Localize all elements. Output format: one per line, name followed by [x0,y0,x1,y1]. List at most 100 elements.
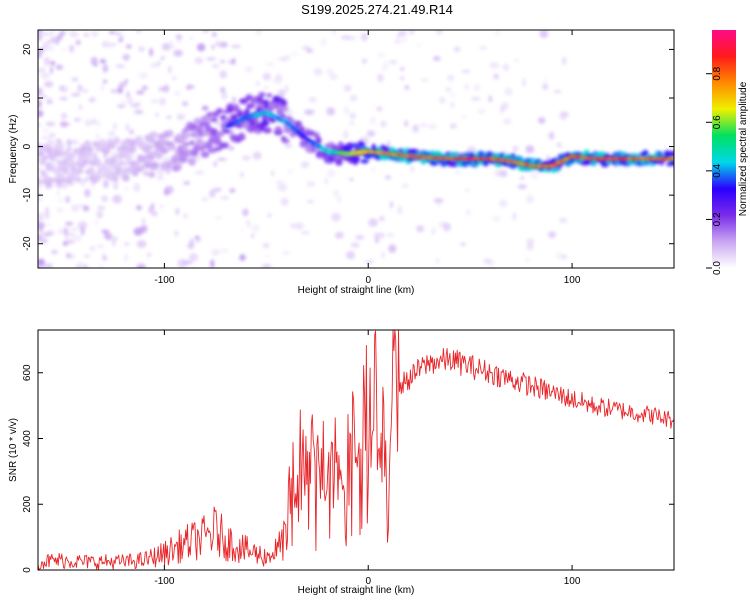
noise-cell [502,118,512,125]
ridge-cell [224,129,230,134]
noise-cell [117,104,126,109]
ridge-cell [86,151,93,157]
noise-cell [149,63,160,68]
noise-cell [240,171,244,178]
noise-cell [449,123,457,129]
spectrogram-y-tick-label: 0 [22,143,33,149]
ridge-cell [76,169,84,174]
noise-cell [216,40,220,47]
noise-cell [404,85,410,90]
noise-cell [262,72,271,81]
snr-y-ticks: 0 200 400 600 [22,364,674,573]
noise-cell [38,99,42,108]
noise-cell [45,45,55,52]
noise-cell [125,124,130,131]
ridge-cell [53,177,60,183]
noise-cell [512,145,519,153]
ridge-cell [239,98,248,104]
noise-cell [244,66,254,73]
noise-cell [97,244,104,249]
noise-cell [459,242,467,247]
noise-cell [80,226,85,236]
noise-cell [274,180,285,185]
noise-cell [38,258,45,264]
noise-cell [546,154,550,161]
noise-cell [453,46,461,53]
noise-cell [291,223,294,229]
noise-cell [436,202,442,207]
noise-cell [58,33,63,41]
noise-cell [213,161,217,167]
ridge-cell [148,171,155,178]
ridge-cell [69,176,77,181]
noise-cell [374,232,380,237]
colorbar: 0.0 0.2 0.4 0.6 0.8 Normalized spectral ampl… [706,30,749,275]
noise-cell [58,197,64,204]
noise-cell [44,223,52,227]
noise-cell [219,41,228,48]
noise-cell [333,189,340,198]
noise-cell [211,32,217,37]
ridge-cell [668,150,674,158]
noise-cell [200,197,209,202]
noise-cell [157,159,161,164]
snr-y-axis-label: SNR (10 * v/v) [8,418,19,482]
noise-cell [77,84,83,93]
noise-cell [49,66,54,75]
ridge-cell [352,143,359,148]
ridge-cell [227,103,234,108]
noise-cell [102,154,109,159]
noise-cell [100,84,105,91]
ridge-cell [62,150,69,156]
noise-cell [369,167,377,172]
noise-cell [69,254,75,260]
noise-cell [473,83,481,92]
snr-panel: -100 0 100 0 200 400 600 Height of straight l… [8,329,675,596]
noise-cell [65,195,70,204]
spectrogram-x-tick-label: 100 [564,275,581,286]
noise-cell [77,221,88,230]
noise-cell [150,99,160,104]
ridge-cell [69,160,77,169]
noise-cell [525,257,530,264]
noise-cell [470,97,481,101]
ridge-cell [167,145,177,151]
noise-cell [146,252,152,257]
noise-cell [228,146,235,151]
ridge-cell [122,174,130,182]
ridge-cell [160,147,169,154]
spectrogram-y-tick-label: -20 [22,236,33,251]
noise-cell [561,56,567,66]
ridge-cell [125,154,134,159]
ridge-cell [669,158,674,167]
spectrogram-x-tick-label: 0 [365,275,371,286]
ridge-cell [354,156,361,162]
noise-cell [461,115,467,119]
noise-cell [379,216,385,222]
noise-cell [389,59,398,65]
ridge-cell [41,160,46,165]
noise-cell [76,39,81,46]
ridge-cell [121,162,127,167]
noise-cell [267,213,272,218]
ridge-cell [346,142,354,148]
noise-cell [174,90,181,96]
ridge-cell [40,169,47,178]
noise-cell [159,204,163,208]
ridge-cell [92,158,101,166]
noise-cell [332,30,336,36]
noise-cell [494,169,502,177]
noise-cell [495,31,500,35]
noise-cell [277,183,288,192]
noise-cell [400,67,405,71]
ridge-cell [220,115,227,121]
ridge-cell [189,140,195,146]
noise-cell [102,253,106,262]
noise-cell [110,89,119,94]
noise-cell [160,56,165,60]
noise-cell [42,128,50,134]
noise-cell [231,44,242,49]
noise-cell [559,111,568,120]
noise-cell [38,91,42,97]
